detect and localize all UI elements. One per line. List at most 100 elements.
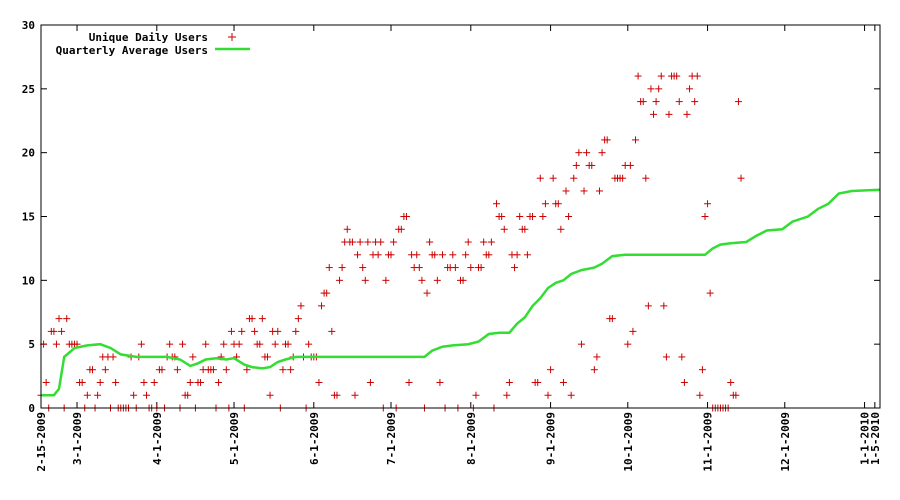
data-point <box>547 366 555 374</box>
data-point <box>279 366 287 374</box>
data-point <box>639 98 647 106</box>
data-point <box>315 378 323 386</box>
data-point <box>292 327 300 335</box>
data-point <box>493 200 501 208</box>
y-tick-label: 30 <box>22 19 35 32</box>
data-point <box>374 251 382 259</box>
data-point <box>351 391 359 399</box>
data-point <box>63 315 71 323</box>
data-point <box>608 315 616 323</box>
data-point <box>88 366 96 374</box>
data-point <box>732 391 740 399</box>
data-point <box>248 315 256 323</box>
data-point <box>415 264 423 272</box>
data-point <box>263 353 271 361</box>
data-point <box>137 340 145 348</box>
data-point <box>529 213 537 220</box>
quarterly-average-line <box>41 188 881 397</box>
data-point <box>704 200 712 208</box>
data-point <box>572 161 580 169</box>
x-tick-label: 11-1-2009 <box>702 412 715 472</box>
y-tick-label: 15 <box>22 211 35 224</box>
data-point <box>644 302 652 310</box>
data-point <box>462 251 470 259</box>
data-point <box>693 72 701 80</box>
x-tick-label: 3-1-2009 <box>71 412 84 465</box>
data-point <box>109 353 117 361</box>
data-point <box>451 264 459 272</box>
data-point <box>343 225 351 233</box>
y-tick-label: 25 <box>22 83 35 96</box>
data-point <box>577 340 585 348</box>
data-point <box>678 353 686 361</box>
data-point <box>238 327 246 335</box>
data-point <box>202 340 210 348</box>
unique-daily-users-points <box>37 72 745 412</box>
legend: Unique Daily Users Quarterly Average Use… <box>56 31 250 57</box>
data-point <box>274 327 282 335</box>
x-tick-label: 8-1-2009 <box>465 412 478 465</box>
data-point <box>539 213 547 220</box>
data-point <box>487 238 495 246</box>
data-point <box>94 391 102 399</box>
data-point <box>197 378 205 386</box>
data-point <box>413 251 421 259</box>
data-point <box>50 327 58 335</box>
data-point <box>130 391 138 399</box>
x-axis-tick-labels: 2-15-2009 3-1-2009 4-1-2009 5-1-2009 6-1-200… <box>35 412 882 472</box>
data-point <box>634 72 642 80</box>
data-point <box>58 327 66 335</box>
data-point <box>96 378 104 386</box>
data-point <box>186 378 194 386</box>
data-point <box>652 98 660 106</box>
data-point <box>619 174 627 182</box>
data-point <box>361 276 369 284</box>
data-point <box>727 378 735 386</box>
data-point <box>418 276 426 284</box>
data-point <box>662 353 670 361</box>
data-point <box>562 187 570 195</box>
data-point <box>251 327 259 335</box>
data-point <box>557 225 565 233</box>
data-point <box>397 225 405 233</box>
data-point <box>354 251 362 259</box>
data-point <box>143 391 151 399</box>
data-point <box>297 302 305 310</box>
data-point <box>243 366 251 374</box>
data-point <box>387 251 395 259</box>
data-point <box>567 391 575 399</box>
data-point <box>438 251 446 259</box>
data-point <box>554 200 562 208</box>
y-tick-label: 0 <box>28 402 35 415</box>
data-point <box>256 340 264 348</box>
data-point <box>402 213 410 220</box>
data-point <box>706 289 714 297</box>
data-point <box>498 213 506 220</box>
y-tick-label: 5 <box>28 338 35 351</box>
data-point <box>505 378 513 386</box>
data-point <box>173 366 181 374</box>
data-point <box>83 391 91 399</box>
data-point <box>629 327 637 335</box>
data-point <box>734 98 742 106</box>
data-point <box>513 251 521 259</box>
data-point <box>477 264 485 272</box>
data-point <box>595 187 603 195</box>
data-point <box>336 276 344 284</box>
data-point <box>436 378 444 386</box>
data-point <box>158 366 166 374</box>
data-point <box>675 98 683 106</box>
data-point <box>521 225 529 233</box>
data-point <box>655 85 663 93</box>
data-point <box>423 289 431 297</box>
data-point <box>660 302 668 310</box>
data-point <box>78 378 86 386</box>
data-point <box>364 238 372 246</box>
data-point <box>467 264 475 272</box>
data-point <box>166 340 174 348</box>
data-point <box>665 110 673 118</box>
legend-label-quarterly-average: Quarterly Average Users <box>56 44 208 57</box>
data-point <box>431 251 439 259</box>
legend-label-unique-daily-users: Unique Daily Users <box>89 31 208 44</box>
data-point <box>511 264 519 272</box>
